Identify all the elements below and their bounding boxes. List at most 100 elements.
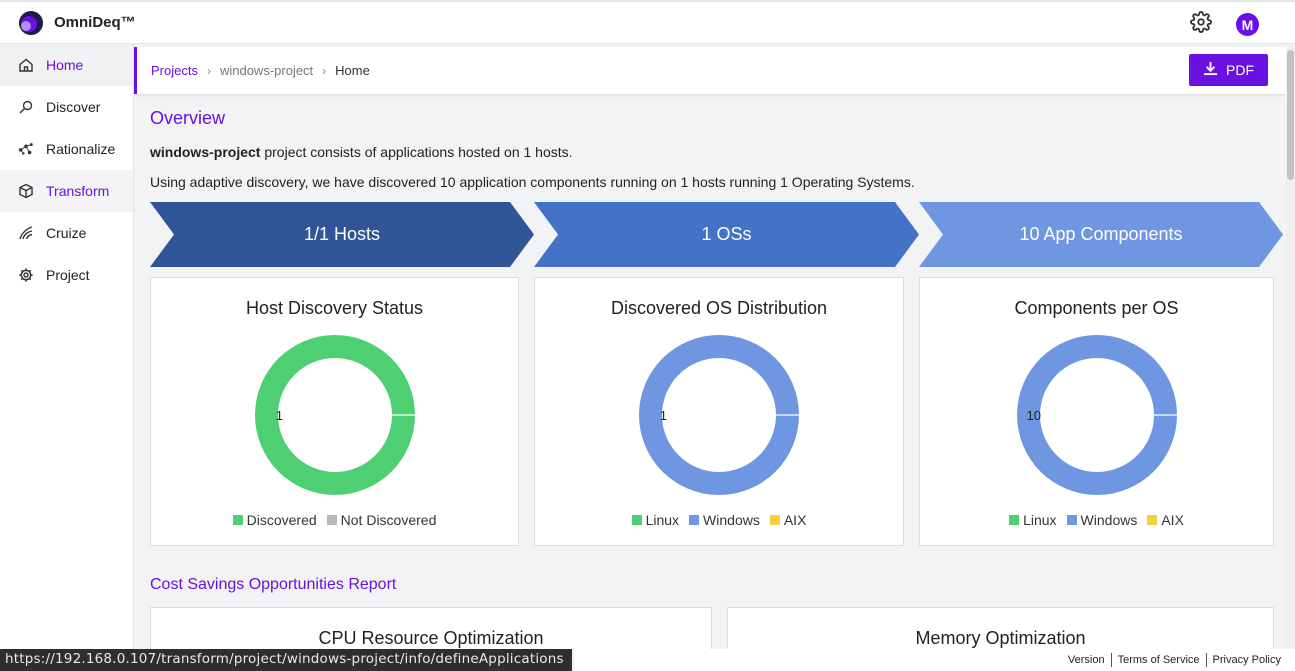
legend-item-linux[interactable]: Linux: [1009, 512, 1057, 528]
footer: Version Terms of Service Privacy Policy: [575, 649, 1295, 671]
legend-label: Windows: [703, 512, 760, 528]
gear-icon: [18, 267, 34, 283]
top-bar: OmniDeq™ M: [0, 0, 1295, 44]
gear-icon[interactable]: [1190, 11, 1212, 38]
sidebar-item-transform[interactable]: Transform: [0, 170, 133, 212]
components-per-os-card: Components per OS 10 Linux Windows AIX: [919, 277, 1274, 546]
chevron-right-icon: ›: [322, 63, 327, 78]
legend-item-discovered[interactable]: Discovered: [232, 512, 317, 528]
stat-app-components-label: 10 App Components: [1019, 224, 1183, 244]
legend-swatch: [1066, 515, 1077, 525]
rationalize-icon: [18, 141, 34, 157]
legend-item-linux[interactable]: Linux: [631, 512, 680, 528]
legend-item-windows[interactable]: Windows: [689, 512, 760, 528]
legend-item-windows[interactable]: Windows: [1066, 512, 1138, 528]
sidebar: Home Discover Rationalize Transform Crui…: [0, 44, 134, 649]
legend-label: Linux: [645, 512, 680, 528]
scrollbar-thumb[interactable]: [1287, 50, 1294, 180]
home-icon: [18, 57, 34, 73]
chart-title: Discovered OS Distribution: [610, 298, 828, 318]
sidebar-item-label: Discover: [46, 99, 101, 115]
stat-hosts: 1/1 Hosts: [150, 202, 534, 267]
footer-terms-link[interactable]: Terms of Service: [1117, 654, 1200, 666]
discovery-summary: Using adaptive discovery, we have discov…: [150, 174, 915, 190]
sidebar-item-discover[interactable]: Discover: [0, 86, 133, 128]
legend-label: Linux: [1023, 512, 1057, 528]
chart-legend: Linux Windows AIX: [920, 512, 1273, 528]
legend-item-not-discovered[interactable]: Not Discovered: [326, 512, 437, 528]
stat-os-shape: [534, 202, 919, 267]
breadcrumb: Projects › windows-project › Home PDF: [134, 47, 1286, 94]
legend-label: Not Discovered: [340, 512, 437, 528]
donut-data-label: 1: [660, 408, 667, 423]
discover-icon: [18, 99, 34, 115]
breadcrumb-projects[interactable]: Projects: [151, 63, 198, 78]
overview-title: Overview: [150, 108, 226, 128]
omnideq-logo[interactable]: [18, 10, 44, 36]
user-avatar[interactable]: M: [1236, 13, 1259, 36]
project-name: windows-project: [150, 144, 261, 160]
chart-legend: Discovered Not Discovered: [151, 512, 518, 528]
chevron-right-icon: ›: [206, 63, 211, 78]
card-title: CPU Resource Optimization: [318, 628, 544, 648]
donut-slice-windows[interactable]: [1016, 335, 1177, 495]
legend-item-aix[interactable]: AIX: [1147, 512, 1184, 528]
legend-swatch: [326, 515, 337, 525]
legend-label: AIX: [1161, 512, 1184, 528]
breadcrumb-project[interactable]: windows-project: [219, 63, 314, 78]
divider: [1205, 653, 1207, 667]
chart-legend: Linux Windows AIX: [535, 512, 903, 528]
stat-os-label: 1 OSs: [701, 224, 752, 244]
sidebar-item-label: Transform: [46, 183, 110, 199]
project-summary-text: project consists of applications hosted …: [260, 144, 573, 160]
download-icon: [1203, 61, 1218, 79]
stat-hosts-label: 1/1 Hosts: [303, 224, 381, 244]
chart-title: Components per OS: [1014, 298, 1179, 318]
donut-data-label: 10: [1026, 408, 1040, 423]
cost-savings-title: Cost Savings Opportunities Report: [150, 576, 397, 593]
sidebar-item-label: Cruize: [46, 225, 87, 241]
legend-swatch: [631, 515, 642, 525]
brand-name: OmniDeq™: [54, 14, 136, 31]
donut-data-label: 1: [275, 408, 282, 423]
main-content: Projects › windows-project › Home PDF Ov…: [134, 44, 1286, 649]
sidebar-item-label: Rationalize: [46, 141, 116, 157]
sidebar-item-cruize[interactable]: Cruize: [0, 212, 133, 254]
legend-item-aix[interactable]: AIX: [769, 512, 807, 528]
cpu-optimization-card: CPU Resource Optimization: [150, 607, 712, 649]
sidebar-item-home[interactable]: Home: [0, 44, 133, 86]
cruize-icon: [18, 225, 34, 241]
stat-app-components: 10 App Components: [919, 202, 1283, 267]
host-discovery-card: Host Discovery Status 1 Discovered Not Di…: [150, 277, 519, 546]
chart-title: Host Discovery Status: [245, 298, 424, 318]
page-scrollbar[interactable]: [1286, 44, 1295, 649]
sidebar-item-label: Home: [46, 57, 84, 73]
sidebar-item-label: Project: [46, 267, 90, 283]
footer-version-link[interactable]: Version: [1067, 654, 1105, 666]
legend-label: AIX: [783, 512, 807, 528]
legend-swatch: [1009, 515, 1020, 525]
project-summary: windows-project project consists of appl…: [150, 144, 573, 160]
sidebar-item-project[interactable]: Project: [0, 254, 133, 296]
os-distribution-donut: 1: [639, 335, 799, 495]
legend-swatch: [689, 515, 700, 525]
legend-swatch: [769, 515, 780, 525]
host-discovery-donut: 1: [254, 335, 415, 495]
card-title: Memory Optimization: [915, 628, 1086, 648]
stat-hosts-shape: [150, 202, 534, 267]
breadcrumb-current: Home: [335, 63, 370, 78]
legend-label: Discovered: [246, 512, 317, 528]
stat-app-components-shape: [919, 202, 1283, 267]
legend-swatch: [232, 515, 243, 525]
os-distribution-card: Discovered OS Distribution 1 Linux Window…: [534, 277, 904, 546]
sidebar-item-rationalize[interactable]: Rationalize: [0, 128, 133, 170]
cube-icon: [18, 183, 34, 199]
components-per-os-donut: 10: [1016, 335, 1177, 495]
pdf-label: PDF: [1226, 62, 1254, 78]
footer-privacy-link[interactable]: Privacy Policy: [1212, 654, 1281, 666]
stat-os: 1 OSs: [534, 202, 919, 267]
legend-swatch: [1147, 515, 1158, 525]
memory-optimization-card: Memory Optimization: [727, 607, 1274, 649]
pdf-download-button[interactable]: PDF: [1189, 54, 1268, 86]
legend-label: Windows: [1080, 512, 1138, 528]
